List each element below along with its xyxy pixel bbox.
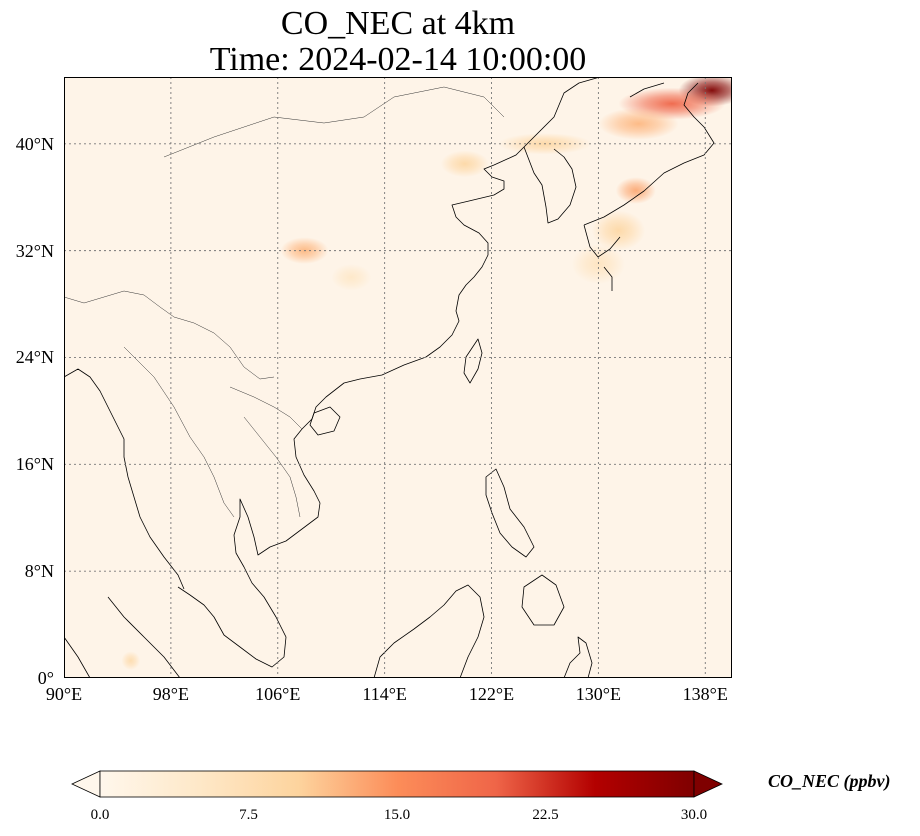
longitude-tick-label: 122°E [468, 684, 515, 704]
colorbar-tick-label: 15.0 [383, 807, 411, 823]
co-plume [121, 651, 141, 670]
coastline-sulawesi [563, 636, 593, 678]
co-plume [331, 263, 372, 291]
longitude-tick-label: 138°E [682, 684, 728, 704]
colorbar-tick-label: 7.5 [239, 807, 258, 823]
concentration-field [121, 77, 732, 670]
latitude-tick-label: 8°N [24, 561, 54, 582]
chart-title: CO_NEC at 4km [280, 5, 516, 42]
map-panel [64, 77, 732, 678]
coastline-borneo [373, 584, 485, 678]
latitude-tick-label: 24°N [15, 347, 54, 368]
colorbar-tick-label: 0.0 [90, 807, 110, 823]
latitude-tick-label: 40°N [15, 133, 54, 154]
colorbar-label: CO_NEC (ppbv) [768, 771, 891, 791]
colorbar-gradient [99, 770, 695, 798]
colorbar-extend-max [693, 770, 723, 798]
colorbar-extend-min [71, 770, 101, 798]
longitude-tick-label: 114°E [362, 684, 407, 704]
coastlines [64, 77, 715, 678]
latitude-tick-label: 0° [37, 668, 54, 688]
graticule [64, 77, 732, 678]
coastline-korea [523, 146, 577, 224]
longitude-tick-label: 130°E [575, 684, 621, 704]
coastline-bay-of-bengal [64, 368, 185, 590]
co-plume [598, 107, 679, 140]
longitude-tick-label: 106°E [255, 684, 301, 704]
co-plume [440, 150, 489, 178]
coastline-china-mainland [177, 77, 601, 668]
co-plume [615, 177, 656, 204]
coastline-luzon [485, 468, 535, 558]
co-plume [591, 210, 646, 251]
colorbar [71, 770, 723, 798]
coastline-sumatra [64, 596, 181, 678]
chart-subtitle-time: Time: 2024-02-14 10:00:00 [209, 41, 587, 78]
coastline-hainan [309, 406, 341, 436]
colorbar-tick-label: 30.0 [680, 807, 708, 823]
colorbar-tick-label: 22.5 [532, 807, 559, 823]
latitude-tick-label: 32°N [15, 240, 54, 261]
latitude-tick-label: 16°N [15, 454, 54, 475]
longitude-tick-label: 98°E [152, 684, 189, 704]
longitude-tick-label: 90°E [45, 684, 83, 704]
coastline-taiwan [463, 338, 483, 384]
coastline-mindanao [521, 574, 565, 626]
country-borders [64, 86, 505, 518]
